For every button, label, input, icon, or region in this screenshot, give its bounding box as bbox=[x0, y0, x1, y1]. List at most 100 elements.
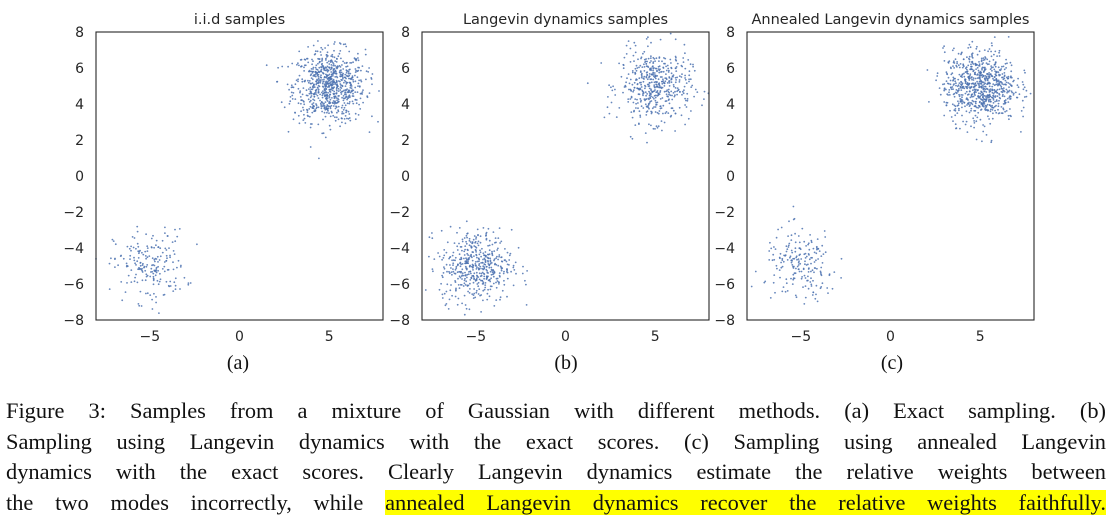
scatter-point bbox=[448, 298, 451, 301]
scatter-point bbox=[136, 230, 139, 233]
scatter-point bbox=[351, 100, 354, 103]
scatter-point bbox=[322, 132, 325, 135]
scatter-point bbox=[970, 76, 973, 79]
scatter-point bbox=[320, 107, 323, 110]
scatter-point bbox=[476, 283, 479, 285]
scatter-point bbox=[648, 90, 650, 93]
scatter-point bbox=[161, 251, 164, 254]
scatter-point bbox=[996, 92, 999, 94]
scatter-point bbox=[336, 111, 338, 114]
scatter-point bbox=[315, 71, 318, 74]
scatter-point bbox=[287, 65, 289, 68]
scatter-point bbox=[657, 65, 660, 68]
y-tick-label: −6 bbox=[389, 277, 410, 293]
scatter-point bbox=[134, 262, 137, 265]
scatter-point bbox=[661, 80, 663, 83]
scatter-point bbox=[459, 261, 462, 264]
scatter-point bbox=[120, 281, 123, 283]
scatter-point bbox=[514, 261, 517, 264]
scatter-point bbox=[348, 95, 351, 98]
scatter-point bbox=[983, 125, 986, 128]
scatter-point bbox=[954, 114, 957, 117]
y-tick-label: 2 bbox=[401, 133, 410, 149]
scatter-point bbox=[451, 254, 454, 257]
scatter-point bbox=[340, 91, 342, 94]
scatter-point bbox=[130, 249, 132, 252]
scatter-point bbox=[464, 284, 467, 286]
scatter-point bbox=[627, 40, 630, 42]
scatter-point bbox=[785, 282, 788, 285]
scatter-point bbox=[978, 83, 981, 85]
scatter-point bbox=[326, 61, 329, 64]
scatter-point bbox=[816, 238, 819, 241]
scatter-point bbox=[487, 227, 490, 230]
scatter-point bbox=[331, 53, 334, 56]
scatter-point bbox=[446, 283, 449, 286]
scatter-point bbox=[665, 90, 668, 93]
scatter-point bbox=[327, 60, 330, 63]
scatter-point bbox=[496, 255, 498, 258]
scatter-point bbox=[335, 116, 338, 119]
scatter-point bbox=[340, 57, 342, 60]
scatter-point bbox=[450, 271, 453, 273]
scatter-point bbox=[971, 78, 973, 81]
scatter-point bbox=[995, 90, 998, 92]
scatter-point bbox=[461, 274, 464, 277]
scatter-point bbox=[1001, 83, 1004, 85]
scatter-point bbox=[331, 83, 334, 85]
scatter-point bbox=[625, 44, 628, 47]
scatter-point bbox=[984, 56, 986, 58]
scatter-point bbox=[953, 104, 956, 107]
scatter-point bbox=[610, 86, 612, 89]
scatter-point bbox=[792, 278, 795, 281]
scatter-point bbox=[458, 275, 461, 278]
scatter-point bbox=[674, 90, 676, 93]
scatter-point bbox=[347, 97, 350, 99]
scatter-point bbox=[997, 66, 1000, 69]
scatter-point bbox=[330, 75, 332, 78]
scatter-point bbox=[991, 75, 993, 77]
scatter-point bbox=[163, 265, 166, 268]
scatter-point bbox=[458, 242, 460, 245]
scatter-point bbox=[498, 272, 501, 274]
scatter-point bbox=[498, 281, 500, 284]
scatter-point bbox=[318, 71, 320, 73]
scatter-point bbox=[320, 54, 322, 56]
scatter-point bbox=[343, 81, 345, 84]
scatter-point bbox=[1000, 68, 1003, 70]
scatter-point bbox=[142, 262, 144, 265]
scatter-point bbox=[326, 104, 329, 106]
scatter-point bbox=[344, 91, 347, 94]
scatter-point bbox=[662, 104, 665, 107]
scatter-point bbox=[788, 242, 791, 245]
scatter-point bbox=[648, 98, 650, 101]
scatter-point bbox=[497, 237, 500, 240]
scatter-point bbox=[986, 78, 989, 81]
scatter-point bbox=[158, 280, 161, 283]
scatter-point bbox=[349, 91, 352, 94]
scatter-point bbox=[325, 57, 327, 60]
scatter-point bbox=[312, 60, 314, 62]
scatter-point bbox=[310, 73, 313, 76]
scatter-point bbox=[982, 57, 985, 59]
scatter-point bbox=[457, 263, 459, 266]
scatter-point bbox=[325, 76, 327, 79]
scatter-point bbox=[994, 109, 996, 112]
scatter-point bbox=[974, 84, 977, 87]
scatter-point bbox=[654, 99, 657, 102]
scatter-point bbox=[309, 126, 312, 129]
scatter-point bbox=[483, 288, 486, 291]
scatter-point bbox=[625, 81, 627, 84]
scatter-point bbox=[807, 279, 809, 282]
scatter-point bbox=[981, 66, 984, 69]
scatter-point bbox=[503, 270, 505, 273]
scatter-point bbox=[361, 91, 364, 93]
scatter-point bbox=[820, 286, 823, 288]
scatter-point bbox=[444, 304, 447, 307]
scatter-point bbox=[121, 299, 124, 302]
scatter-point bbox=[464, 248, 466, 251]
scatter-point bbox=[994, 100, 996, 103]
scatter-point bbox=[785, 250, 788, 253]
scatter-point bbox=[337, 95, 340, 97]
scatter-point bbox=[1029, 92, 1032, 95]
